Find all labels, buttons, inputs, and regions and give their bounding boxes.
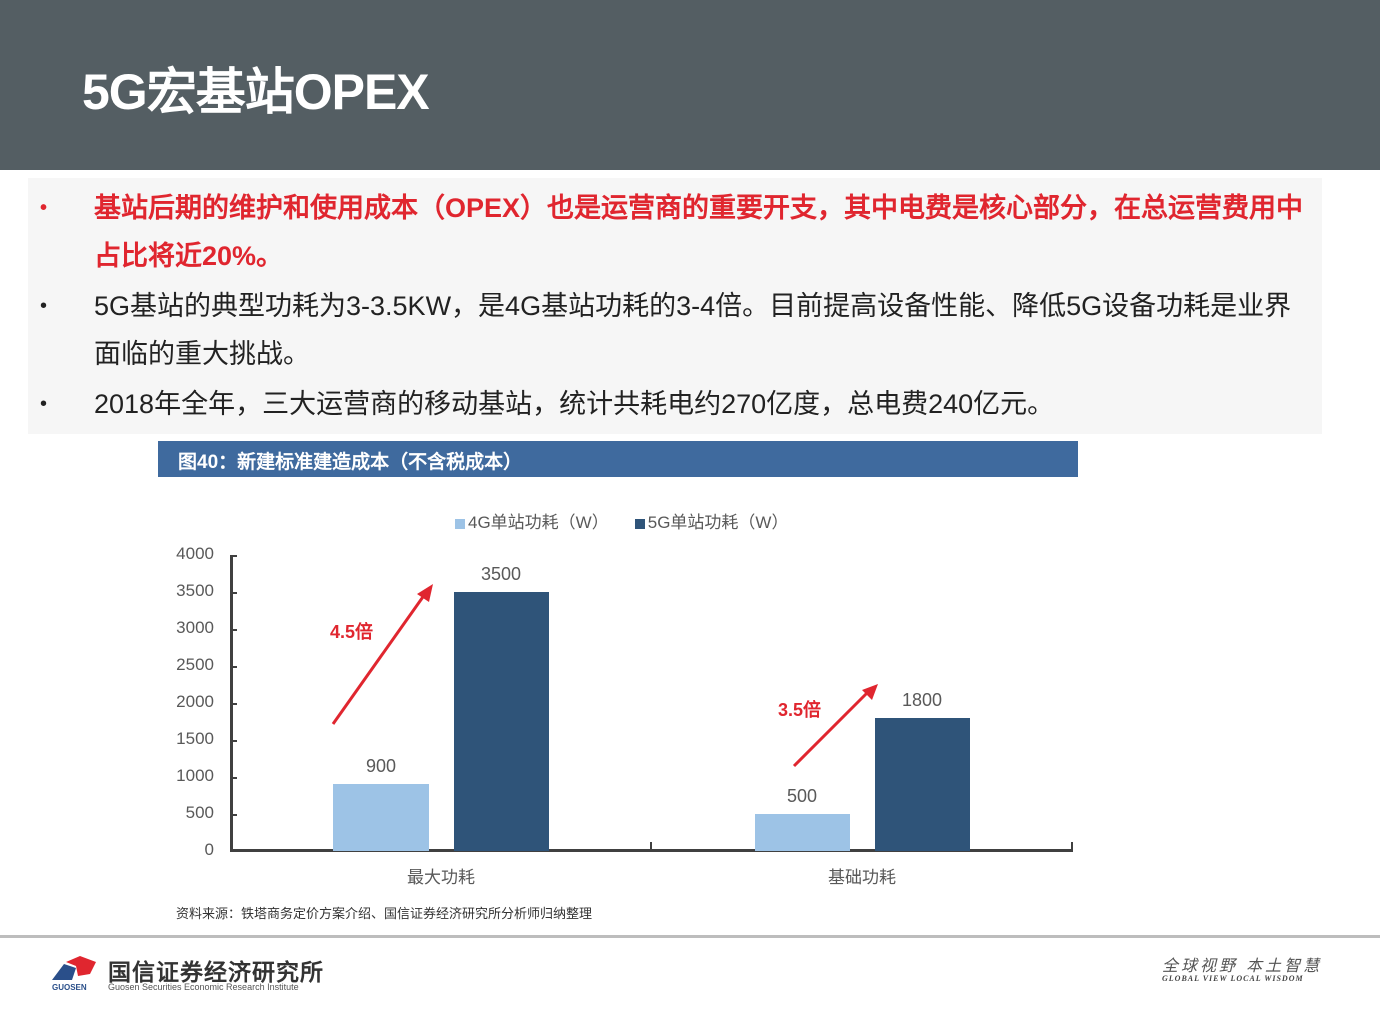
y-axis [230, 555, 233, 852]
bullet-list: • 基站后期的维护和使用成本（OPEX）也是运营商的重要开支，其中电费是核心部分… [28, 178, 1322, 434]
value-label: 900 [365, 756, 397, 776]
footer-divider [0, 935, 1380, 938]
y-tick-mark [230, 814, 237, 816]
guosen-logo-icon [52, 956, 96, 980]
arrow-up-icon [792, 684, 878, 768]
bar-4g-max [333, 784, 429, 851]
bullet-dot: • [40, 393, 48, 415]
legend-item-5g: 5G单站功耗（W） [634, 508, 788, 533]
bullet-text: 基站后期的维护和使用成本（OPEX）也是运营商的重要开支，其中电费是核心部分，在… [94, 193, 1304, 271]
value-label: 3500 [480, 564, 522, 584]
slogan: 全球视野 本土智慧 [1162, 956, 1323, 975]
chart-legend: 4G单站功耗（W） 5G单站功耗（W） [455, 508, 788, 533]
x-axis [230, 849, 1073, 852]
y-tick-mark [230, 592, 237, 594]
y-tick-label: 3000 [176, 618, 214, 637]
slogan-en: GLOBAL VIEW LOCAL WISDOM [1162, 974, 1304, 983]
y-tick-mark [230, 666, 237, 668]
y-tick-mark [230, 555, 237, 557]
value-label: 1800 [901, 690, 943, 710]
x-category-label: 最大功耗 [407, 868, 475, 887]
y-tick-label: 2000 [176, 692, 214, 711]
company-name-en: Guosen Securities Economic Research Inst… [108, 982, 299, 992]
multiplier-annotation: 3.5倍 [778, 700, 822, 720]
source-note: 资料来源：铁塔商务定价方案介绍、国信证券经济研究所分析师归纳整理 [176, 906, 593, 921]
y-tick-mark [230, 777, 237, 779]
figure-title-bar: 图40：新建标准建造成本（不含税成本） [158, 441, 1078, 477]
bar-5g-base [875, 718, 970, 851]
legend-swatch-5g [634, 518, 645, 529]
y-tick-label: 1500 [176, 729, 214, 748]
bullet-text: 2018年全年，三大运营商的移动基站，统计共耗电约270亿度，总电费240亿元。 [94, 389, 1055, 419]
bullet-text: 5G基站的典型功耗为3-3.5KW，是4G基站功耗的3-4倍。目前提高设备性能、… [94, 291, 1292, 369]
y-tick-mark [230, 740, 237, 742]
arrow-up-icon [331, 584, 433, 725]
x-category-label: 基础功耗 [828, 868, 896, 887]
value-label: 500 [786, 786, 818, 806]
bullet-dot: • [40, 197, 48, 219]
company-name: 国信证券经济研究所 [108, 959, 324, 985]
x-tick-mark [650, 842, 652, 850]
slide-title: 5G宏基站OPEX [82, 64, 430, 120]
legend-swatch-4g [455, 518, 465, 529]
bar-4g-base [755, 814, 850, 851]
y-tick-mark [230, 703, 237, 705]
y-tick-label: 2500 [176, 655, 214, 674]
x-tick-mark [1071, 842, 1073, 850]
y-tick-label: 3500 [176, 581, 214, 600]
slide-header: 5G宏基站OPEX [0, 0, 1380, 170]
multiplier-annotation: 4.5倍 [330, 622, 374, 642]
y-tick-label: 0 [204, 840, 214, 859]
bar-chart: 4000 3500 3000 2500 2000 1500 1000 500 0… [150, 540, 1090, 890]
y-tick-mark [230, 629, 237, 631]
y-tick-label: 500 [185, 803, 214, 822]
logo-mark-text: GUOSEN [52, 983, 87, 992]
y-tick-label: 1000 [176, 766, 214, 785]
bar-5g-max [454, 592, 549, 851]
legend-item-4g: 4G单站功耗（W） [455, 508, 609, 533]
y-tick-label: 4000 [176, 544, 214, 563]
bullet-dot: • [40, 295, 48, 317]
figure-title: 图40：新建标准建造成本（不含税成本） [178, 452, 523, 473]
